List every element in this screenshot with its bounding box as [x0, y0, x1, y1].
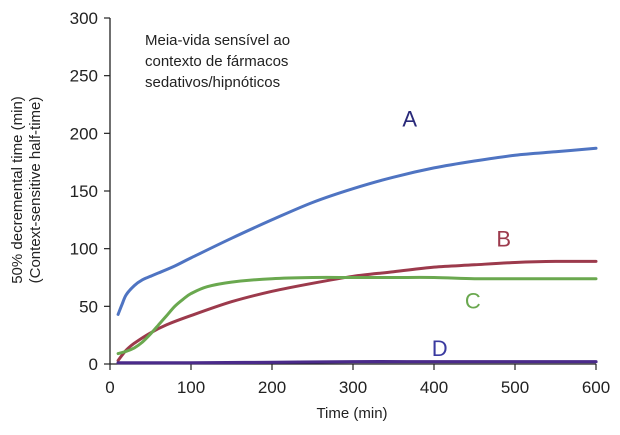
legend-line-3: sedativos/hipnóticos: [145, 74, 280, 91]
x-axis-title: Time (min): [316, 405, 387, 422]
series-lines: [116, 146, 598, 365]
x-tick-label: 300: [339, 378, 367, 397]
series-label-d: D: [432, 336, 448, 361]
y-tick-label: 50: [79, 297, 98, 316]
series-label-c: C: [465, 289, 481, 314]
y-tick-label: 0: [89, 355, 98, 374]
series-label-a: A: [402, 106, 417, 131]
series-labels: A B CD: [402, 106, 511, 361]
y-tick-label: 100: [70, 240, 98, 259]
x-tick-label: 200: [258, 378, 286, 397]
legend-background: [126, 20, 330, 119]
x-tick-label: 100: [177, 378, 205, 397]
legend-line-2: contexto de fármacos: [145, 53, 288, 70]
axes: 0 50 100 150 200 250 300 0 100 200 300 400 500 600: [70, 9, 611, 397]
series-line-d: [116, 360, 598, 365]
series-line-b: [116, 259, 598, 362]
x-tick-label: 0: [105, 378, 114, 397]
y-tick-label: 200: [70, 124, 98, 143]
y-tick-label: 300: [70, 9, 98, 28]
x-tick-label: 400: [420, 378, 448, 397]
series-line-a: [116, 146, 598, 316]
x-tick-label: 500: [501, 378, 529, 397]
y-axis-title-line-1: 50% decremental time (min): [9, 96, 26, 284]
series-line-c: [116, 275, 598, 356]
legend-box: Meia-vida sensível ao contexto de fármac…: [126, 20, 330, 119]
series-label-b: B: [496, 226, 511, 251]
x-tick-label: 600: [582, 378, 610, 397]
y-tick-label: 250: [70, 67, 98, 86]
y-tick-label: 150: [70, 182, 98, 201]
y-axis-title-line-2: (Context-sensitive half-time): [27, 97, 44, 284]
legend-line-1: Meia-vida sensível ao: [145, 32, 290, 49]
